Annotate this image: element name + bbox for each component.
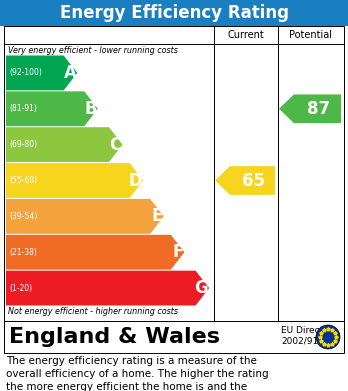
Polygon shape <box>6 235 184 270</box>
Text: 65: 65 <box>243 172 266 190</box>
Text: The energy efficiency rating is a measure of the
overall efficiency of a home. T: The energy efficiency rating is a measur… <box>6 356 269 391</box>
Polygon shape <box>279 95 341 123</box>
Text: Energy Efficiency Rating: Energy Efficiency Rating <box>60 4 288 22</box>
Text: (1-20): (1-20) <box>9 283 32 292</box>
Text: E: E <box>151 207 163 225</box>
Text: B: B <box>84 100 97 118</box>
Polygon shape <box>6 271 209 305</box>
Text: A: A <box>63 64 76 82</box>
Text: 87: 87 <box>307 100 331 118</box>
Text: G: G <box>195 279 208 297</box>
Text: (55-68): (55-68) <box>9 176 37 185</box>
Text: F: F <box>172 243 183 261</box>
FancyBboxPatch shape <box>4 26 344 321</box>
Text: EU Directive
2002/91/EC: EU Directive 2002/91/EC <box>281 326 337 346</box>
Polygon shape <box>6 163 143 198</box>
Polygon shape <box>215 166 275 195</box>
Text: England & Wales: England & Wales <box>9 327 220 347</box>
FancyBboxPatch shape <box>4 321 344 353</box>
Text: Current: Current <box>228 30 264 40</box>
Text: Not energy efficient - higher running costs: Not energy efficient - higher running co… <box>8 307 178 316</box>
Text: (21-38): (21-38) <box>9 248 37 257</box>
Text: (92-100): (92-100) <box>9 68 42 77</box>
Text: (39-54): (39-54) <box>9 212 37 221</box>
Text: Very energy efficient - lower running costs: Very energy efficient - lower running co… <box>8 46 178 55</box>
Polygon shape <box>6 127 122 162</box>
Text: Potential: Potential <box>290 30 332 40</box>
Circle shape <box>316 325 340 349</box>
FancyBboxPatch shape <box>0 0 348 26</box>
Polygon shape <box>6 56 77 90</box>
Text: (69-80): (69-80) <box>9 140 37 149</box>
Text: (81-91): (81-91) <box>9 104 37 113</box>
Text: D: D <box>128 172 142 190</box>
Text: C: C <box>109 136 121 154</box>
Polygon shape <box>6 199 164 234</box>
Polygon shape <box>6 91 98 126</box>
